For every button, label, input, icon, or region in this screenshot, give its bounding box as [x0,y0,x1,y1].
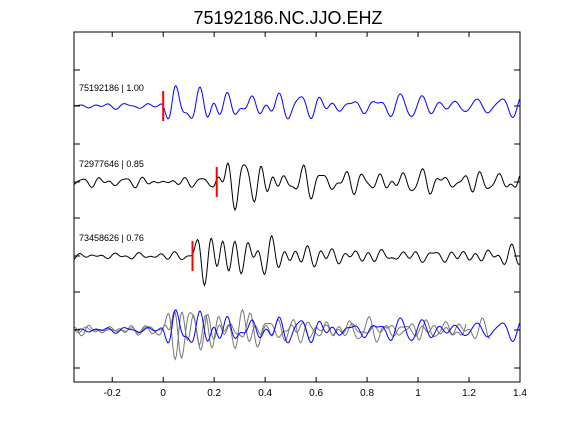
overlay-trace-line [73,308,491,361]
trace-label: 72977646 | 0.85 [79,159,144,169]
x-tick-label: 0.6 [309,388,323,399]
x-tick-label: 0.2 [207,388,221,399]
trace-label: 73458626 | 0.76 [79,233,144,243]
x-tick-label: 0 [160,388,166,399]
trace-group: 75192186 | 1.00 72977646 | 0.85 73458626 |… [73,83,520,287]
overlay-trace-line [74,310,467,360]
x-tick-label: 1.4 [513,388,527,399]
trace-label: 75192186 | 1.00 [79,83,144,93]
chart-title: 75192186.NC.JJO.EHZ [193,8,382,28]
x-tick-label: 0.8 [360,388,374,399]
trace-line [73,85,520,120]
overlay-trace-line [73,309,520,344]
overlay-traces [73,308,520,361]
x-axis: -0.2 0 0.2 0.4 0.6 0.8 1 1.2 1.4 [104,32,527,399]
x-tick-label: 1 [415,388,421,399]
x-tick-label: 1.2 [462,388,476,399]
trace-line [73,162,520,212]
plot-frame [73,31,521,383]
x-tick-label: 0.4 [258,388,272,399]
trace-line [73,234,520,287]
x-tick-label: -0.2 [104,388,122,399]
